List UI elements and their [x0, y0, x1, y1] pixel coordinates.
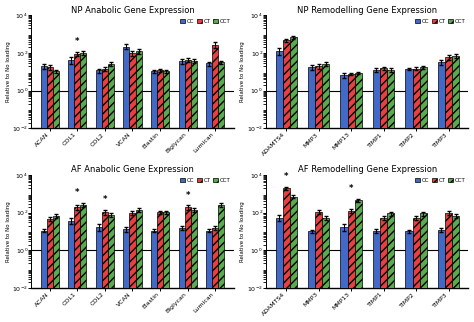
Bar — [452, 56, 459, 322]
Bar — [419, 213, 427, 322]
Bar — [129, 53, 136, 322]
Bar — [123, 47, 129, 322]
Bar — [283, 40, 290, 322]
Text: *: * — [75, 36, 80, 45]
Legend: CC, CT, CCT: CC, CT, CCT — [415, 18, 465, 24]
Bar — [405, 232, 412, 322]
Bar — [163, 212, 169, 322]
Text: *: * — [185, 191, 190, 200]
Bar — [191, 210, 197, 322]
Bar — [212, 228, 218, 322]
Bar — [129, 213, 136, 322]
Bar — [373, 231, 380, 322]
Bar — [206, 63, 212, 322]
Bar — [308, 67, 315, 322]
Bar — [380, 217, 387, 322]
Bar — [163, 71, 169, 322]
Bar — [373, 70, 380, 322]
Bar — [322, 217, 329, 322]
Bar — [452, 216, 459, 322]
Bar — [355, 73, 362, 322]
Bar — [212, 44, 218, 322]
Title: AF Remodelling Gene Expression: AF Remodelling Gene Expression — [298, 165, 437, 174]
Bar — [340, 227, 347, 322]
Legend: CC, CT, CCT: CC, CT, CCT — [415, 178, 465, 184]
Y-axis label: Relative to No loading: Relative to No loading — [240, 201, 246, 262]
Bar — [347, 211, 355, 322]
Bar — [136, 210, 142, 322]
Bar — [136, 51, 142, 322]
Bar — [340, 75, 347, 322]
Bar — [445, 213, 452, 322]
Bar — [290, 197, 297, 322]
Bar — [46, 219, 53, 322]
Bar — [275, 51, 283, 322]
Legend: CC, CT, CCT: CC, CT, CCT — [180, 18, 231, 24]
Bar — [108, 215, 114, 322]
Bar — [405, 69, 412, 322]
Bar — [151, 71, 157, 322]
Bar — [80, 53, 86, 322]
Bar — [412, 217, 419, 322]
Title: NP Anabolic Gene Expression: NP Anabolic Gene Expression — [71, 5, 194, 14]
Bar — [218, 62, 224, 322]
Bar — [206, 231, 212, 322]
Bar — [68, 221, 74, 322]
Y-axis label: Relative to No loading: Relative to No loading — [6, 201, 10, 262]
Y-axis label: Relative to No loading: Relative to No loading — [240, 42, 246, 102]
Bar — [438, 230, 445, 322]
Bar — [53, 71, 59, 322]
Bar — [445, 57, 452, 322]
Bar — [387, 213, 394, 322]
Text: *: * — [284, 172, 289, 181]
Title: AF Anabolic Gene Expression: AF Anabolic Gene Expression — [71, 165, 194, 174]
Bar — [184, 207, 191, 322]
Bar — [347, 74, 355, 322]
Bar — [123, 229, 129, 322]
Y-axis label: Relative to No loading: Relative to No loading — [6, 42, 10, 102]
Bar — [275, 217, 283, 322]
Bar — [108, 64, 114, 322]
Bar — [322, 64, 329, 322]
Bar — [102, 212, 108, 322]
Bar — [74, 54, 80, 322]
Bar — [419, 68, 427, 322]
Text: *: * — [103, 195, 107, 204]
Bar — [315, 66, 322, 322]
Bar — [355, 200, 362, 322]
Bar — [380, 68, 387, 322]
Bar — [387, 70, 394, 322]
Bar — [151, 231, 157, 322]
Bar — [218, 205, 224, 322]
Bar — [179, 228, 184, 322]
Bar — [412, 69, 419, 322]
Bar — [438, 62, 445, 322]
Bar — [102, 69, 108, 322]
Text: *: * — [349, 184, 354, 193]
Bar — [191, 61, 197, 322]
Bar — [41, 231, 46, 322]
Bar — [80, 205, 86, 322]
Bar — [53, 216, 59, 322]
Bar — [68, 60, 74, 322]
Bar — [315, 212, 322, 322]
Bar — [41, 66, 46, 322]
Bar — [46, 67, 53, 322]
Bar — [179, 61, 184, 322]
Bar — [96, 227, 102, 322]
Legend: CC, CT, CCT: CC, CT, CCT — [180, 178, 231, 184]
Bar — [157, 70, 163, 322]
Text: *: * — [75, 188, 80, 197]
Bar — [184, 60, 191, 322]
Bar — [290, 37, 297, 322]
Bar — [157, 212, 163, 322]
Bar — [96, 70, 102, 322]
Bar — [74, 207, 80, 322]
Bar — [283, 188, 290, 322]
Title: NP Remodelling Gene Expression: NP Remodelling Gene Expression — [297, 5, 438, 14]
Bar — [308, 232, 315, 322]
